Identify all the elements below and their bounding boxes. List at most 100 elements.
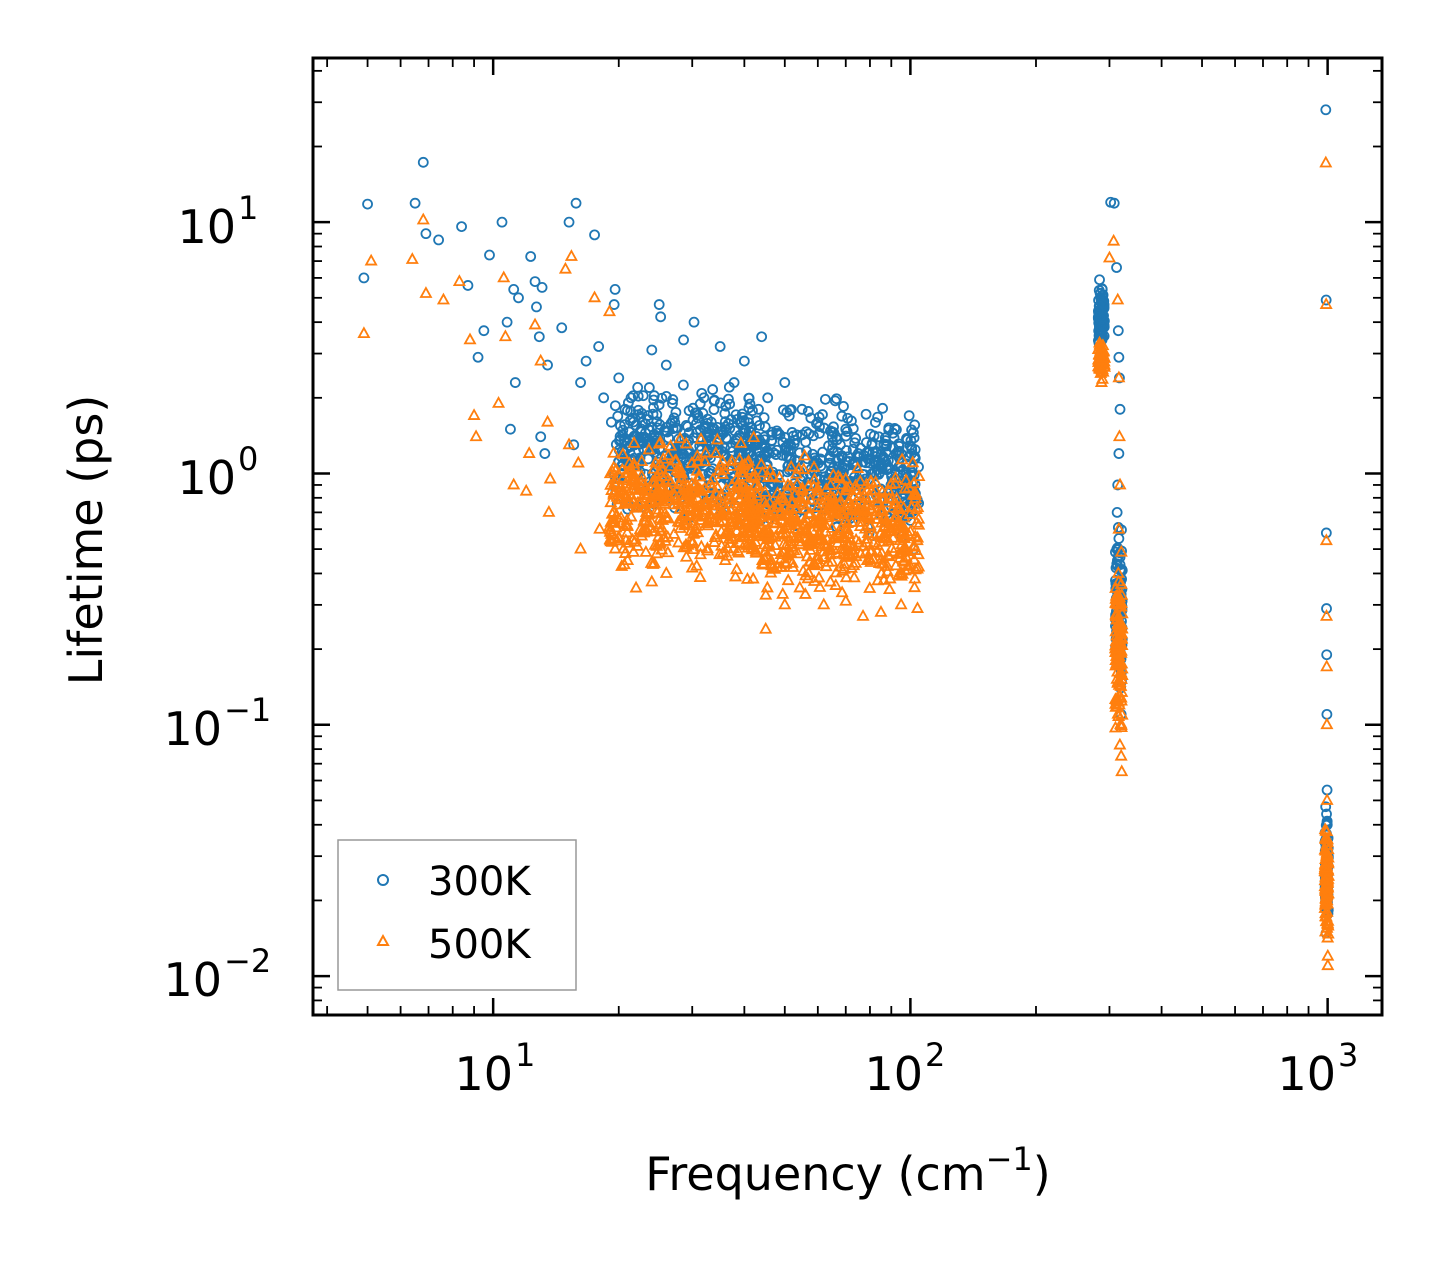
data-point-500K — [607, 445, 621, 458]
data-point-500K — [707, 535, 721, 547]
data-point-500K — [703, 507, 717, 519]
data-point-300K — [623, 426, 635, 438]
data-point-500K — [835, 507, 849, 519]
data-point-500K — [608, 472, 622, 485]
data-point-500K — [693, 570, 707, 582]
data-point-500K — [763, 495, 777, 508]
data-point-300K — [1093, 300, 1105, 312]
data-point-500K — [673, 515, 687, 528]
data-point-500K — [688, 521, 703, 534]
data-point-500K — [896, 554, 910, 567]
data-point-500K — [688, 485, 702, 498]
data-point-500K — [716, 545, 730, 558]
data-point-500K — [767, 505, 781, 518]
data-point-500K — [720, 523, 734, 536]
data-point-500K — [668, 453, 682, 466]
data-point-500K — [436, 292, 450, 305]
data-point-500K — [685, 536, 699, 549]
data-point-300K — [643, 382, 655, 393]
data-point-500K — [685, 494, 699, 507]
data-point-300K — [629, 431, 641, 443]
data-point-300K — [826, 426, 838, 438]
data-point-300K — [651, 409, 663, 421]
data-point-300K — [647, 432, 658, 444]
data-point-500K — [908, 562, 922, 575]
data-point-500K — [616, 482, 630, 495]
data-point-500K — [759, 587, 773, 600]
data-point-300K — [714, 341, 726, 352]
data-point-500K — [911, 500, 925, 513]
data-point-300K — [1114, 551, 1126, 563]
data-point-500K — [602, 304, 616, 317]
data-point-500K — [824, 489, 838, 501]
data-point-300K — [670, 422, 682, 434]
data-point-500K — [817, 597, 831, 610]
data-point-300K — [703, 467, 715, 479]
data-point-500K — [693, 547, 708, 560]
data-point-500K — [613, 480, 627, 492]
data-point-300K — [678, 334, 689, 346]
data-point-500K — [724, 459, 738, 471]
data-point-300K — [849, 437, 861, 449]
data-point-500K — [1108, 645, 1123, 658]
y-tick-sup-1: 0 — [238, 440, 258, 478]
data-point-500K — [781, 477, 795, 490]
data-point-300K — [533, 331, 545, 343]
data-point-500K — [723, 514, 737, 527]
data-point-500K — [627, 435, 641, 448]
data-point-300K — [563, 216, 575, 228]
data-point-500K — [681, 538, 695, 550]
data-point-500K — [784, 509, 798, 522]
data-point-500K — [639, 545, 653, 557]
data-point-500K — [604, 534, 618, 547]
data-point-300K — [501, 316, 513, 328]
data-point-300K — [783, 438, 795, 450]
data-point-300K — [791, 429, 803, 441]
data-point-500K — [873, 504, 887, 516]
data-point-500K — [357, 326, 371, 339]
data-point-300K — [840, 456, 852, 467]
data-point-500K — [787, 543, 801, 556]
data-point-500K — [571, 455, 585, 468]
data-point-500K — [619, 517, 633, 530]
data-point-500K — [815, 489, 829, 502]
data-point-500K — [756, 557, 770, 570]
data-point-500K — [794, 524, 808, 536]
data-point-500K — [846, 538, 861, 551]
data-point-300K — [836, 410, 848, 422]
data-point-500K — [802, 478, 816, 491]
data-point-300K — [513, 292, 524, 304]
data-point-300K — [823, 440, 834, 452]
data-point-300K — [1116, 524, 1127, 536]
data-point-500K — [895, 452, 909, 465]
data-point-500K — [762, 507, 776, 519]
data-point-500K — [750, 502, 764, 514]
data-point-300K — [870, 417, 881, 428]
data-point-300K — [743, 392, 755, 404]
data-point-300K — [908, 432, 920, 444]
data-point-500K — [1115, 668, 1129, 680]
data-point-500K — [656, 451, 670, 464]
data-point-500K — [807, 574, 821, 586]
data-point-300K — [906, 462, 918, 473]
data-point-300K — [609, 400, 621, 412]
data-point-500K — [807, 460, 821, 472]
data-point-500K — [1112, 521, 1126, 534]
data-point-500K — [680, 513, 694, 526]
data-point-300K — [456, 221, 467, 233]
data-point-500K — [602, 519, 617, 532]
data-point-300K — [593, 341, 605, 352]
data-point-500K — [1114, 577, 1128, 589]
data-point-500K — [771, 497, 785, 510]
data-point-500K — [794, 491, 808, 503]
data-point-300K — [605, 416, 617, 428]
data-point-500K — [860, 483, 874, 496]
data-point-500K — [647, 461, 661, 474]
data-point-500K — [638, 486, 652, 499]
data-point-300K — [708, 395, 720, 407]
data-point-500K — [542, 505, 556, 517]
data-point-500K — [720, 548, 734, 561]
data-point-500K — [871, 573, 885, 586]
data-point-500K — [853, 474, 867, 487]
data-point-500K — [619, 466, 634, 479]
